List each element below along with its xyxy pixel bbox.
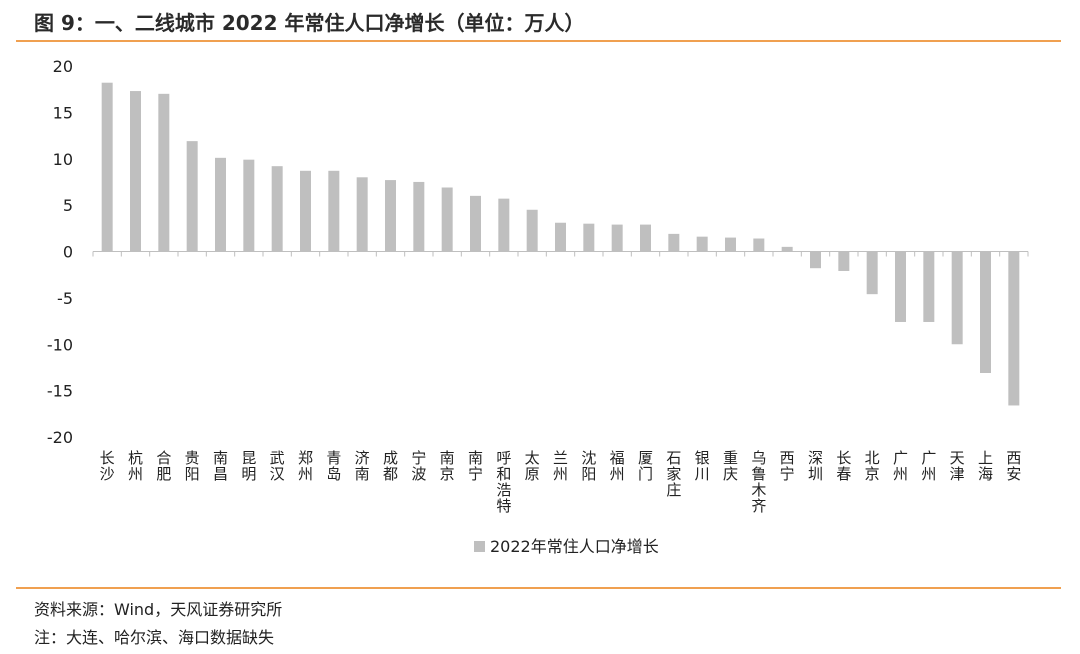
bar — [611, 224, 623, 252]
legend-label: 2022年常住人口净增长 — [490, 537, 659, 556]
x-tick-label: 广州 — [893, 449, 908, 483]
y-tick-label: -5 — [57, 289, 73, 308]
bar — [555, 222, 566, 252]
y-tick-label: -10 — [47, 335, 73, 354]
x-tick-label: 厦门 — [638, 449, 653, 483]
x-tick-label: 北京 — [865, 449, 880, 483]
bar-chart: 20 15 10 5 0 -5 -10 -15 -20 长沙杭州合肥贵阳南昌昆明武汉郑州青岛济南… — [47, 57, 1029, 556]
bar — [130, 91, 141, 252]
bar — [838, 251, 850, 271]
x-tick-label: 重庆 — [723, 449, 738, 483]
bar — [158, 93, 170, 252]
x-tick-label: 青岛 — [326, 449, 341, 483]
bar — [101, 82, 113, 252]
x-tick-label: 南宁 — [468, 449, 483, 483]
bar — [725, 237, 736, 252]
y-tick-label: 20 — [53, 57, 73, 76]
x-tick-label: 兰州 — [553, 449, 568, 483]
y-tick-label: 0 — [63, 243, 73, 262]
x-tick-label: 福州 — [610, 449, 625, 483]
bar — [243, 159, 255, 252]
x-tick-label: 成都 — [383, 449, 398, 483]
bar — [696, 236, 708, 252]
y-tick-label: 5 — [63, 196, 73, 215]
y-axis-ticks: 20 15 10 5 0 -5 -10 -15 -20 — [47, 57, 73, 447]
x-tick-label: 沈阳 — [581, 449, 596, 483]
bar — [866, 251, 878, 295]
bar — [186, 141, 198, 252]
x-tick-label: 西宁 — [780, 449, 795, 483]
x-tick-label: 深圳 — [808, 449, 823, 483]
x-tick-label: 郑州 — [298, 449, 313, 483]
x-tick-label: 上海 — [978, 449, 993, 483]
bar — [980, 251, 991, 374]
figure-title: 图 9：一、二线城市 2022 年常住人口净增长（单位：万人） — [34, 11, 585, 35]
bar — [810, 251, 821, 269]
y-tick-label: 10 — [53, 150, 73, 169]
bar — [470, 195, 481, 252]
bar — [583, 223, 595, 252]
bar — [498, 198, 510, 252]
x-tick-label: 银川 — [695, 449, 710, 483]
legend: 2022年常住人口净增长 — [474, 537, 659, 556]
bar — [441, 187, 453, 252]
bar — [215, 157, 226, 252]
bar — [526, 209, 538, 252]
bar — [781, 246, 793, 252]
y-tick-label: 15 — [53, 103, 73, 122]
x-tick-label: 石家庄 — [666, 449, 681, 499]
bar — [923, 251, 935, 322]
bar — [895, 251, 906, 322]
bars — [101, 82, 1020, 406]
bar — [951, 251, 963, 345]
x-tick-label: 济南 — [355, 449, 370, 483]
top-divider — [16, 40, 1061, 42]
x-tick-label: 南京 — [440, 449, 455, 483]
bottom-divider — [16, 587, 1061, 589]
x-axis-ticks — [92, 251, 1029, 257]
bar — [271, 166, 283, 252]
bar — [640, 224, 651, 252]
legend-swatch — [474, 541, 485, 552]
x-tick-label: 乌鲁木齐 — [751, 449, 766, 515]
x-tick-label: 呼和浩特 — [496, 449, 511, 515]
x-tick-label: 西安 — [1006, 449, 1021, 483]
bar — [413, 181, 425, 252]
x-tick-label: 贵阳 — [185, 449, 200, 483]
bar — [328, 170, 340, 252]
data-note: 注：大连、哈尔滨、海口数据缺失 — [34, 628, 275, 647]
bar — [385, 180, 396, 252]
source-note: 资料来源：Wind，天风证券研究所 — [34, 600, 283, 619]
bar — [356, 177, 368, 252]
x-tick-label: 杭州 — [128, 449, 143, 483]
x-tick-label: 宁波 — [411, 449, 426, 483]
bar — [753, 238, 765, 252]
bar — [668, 233, 680, 252]
x-tick-label: 长沙 — [100, 449, 115, 483]
x-tick-label: 武汉 — [270, 449, 285, 483]
x-tick-label: 天津 — [950, 449, 965, 483]
bar — [300, 170, 311, 252]
x-axis-labels: 长沙杭州合肥贵阳南昌昆明武汉郑州青岛济南成都宁波南京南宁呼和浩特太原兰州沈阳福州… — [100, 449, 1022, 515]
x-tick-label: 南昌 — [213, 449, 228, 483]
x-tick-label: 合肥 — [156, 449, 171, 483]
x-tick-label: 广州 — [921, 449, 936, 483]
y-tick-label: -15 — [47, 382, 73, 401]
x-tick-label: 太原 — [525, 449, 540, 483]
y-tick-label: -20 — [47, 428, 73, 447]
x-tick-label: 昆明 — [241, 449, 256, 483]
bar — [1008, 251, 1020, 406]
x-tick-label: 长春 — [836, 449, 851, 483]
